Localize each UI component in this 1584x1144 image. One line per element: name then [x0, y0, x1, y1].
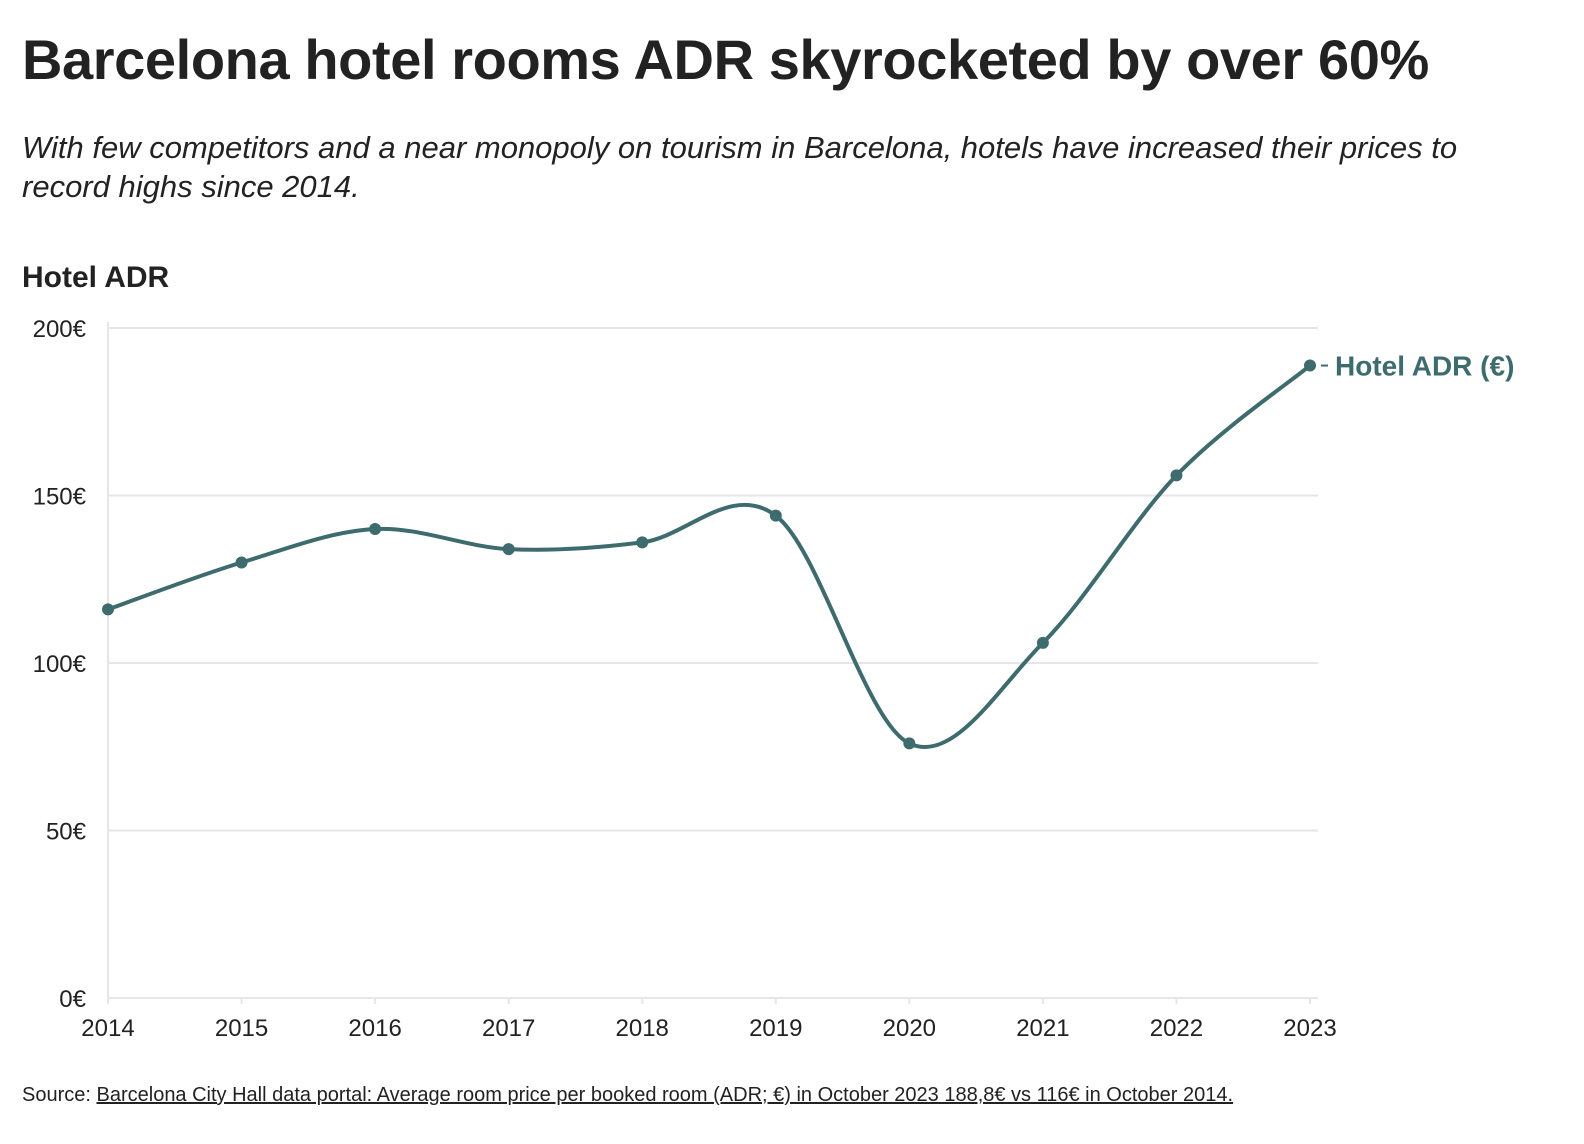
- series-labels: Hotel ADR (€): [1321, 351, 1514, 382]
- data-point: [235, 556, 248, 569]
- x-tick-label: 2019: [749, 1015, 802, 1042]
- source-label: Source:: [22, 1084, 91, 1106]
- y-tick-label: 200€: [33, 316, 87, 343]
- gridlines: [108, 327, 1318, 832]
- series-label: Hotel ADR (€): [1335, 351, 1514, 382]
- source-note: Source: Barcelona City Hall data portal:…: [22, 1082, 1233, 1108]
- page-title: Barcelona hotel rooms ADR skyrocketed by…: [22, 28, 1429, 91]
- source-link[interactable]: Barcelona City Hall data portal: Average…: [96, 1084, 1234, 1106]
- series-line-group: [106, 363, 1312, 749]
- data-point: [102, 603, 114, 616]
- series-points: [102, 359, 1316, 750]
- x-tick-label: 2014: [81, 1015, 134, 1042]
- page-subtitle: With few competitors and a near monopoly…: [22, 130, 1458, 204]
- data-point: [1304, 359, 1316, 372]
- series-line: [106, 363, 1312, 749]
- data-point: [1170, 469, 1183, 482]
- chart-title: Hotel ADR: [22, 261, 170, 294]
- x-tick-label: 2021: [1016, 1015, 1069, 1042]
- x-tick-label: 2016: [348, 1015, 401, 1042]
- y-tick-label: 50€: [46, 819, 87, 846]
- x-tick-label: 2015: [215, 1015, 268, 1042]
- data-point: [769, 509, 782, 522]
- y-tick-label: 100€: [33, 651, 87, 678]
- data-point: [502, 543, 515, 556]
- line-chart: Hotel ADR 0€ 50€ 100€ 150€ 200€ 2014 2015 2016 2…: [22, 261, 1514, 1042]
- y-tick-label: 150€: [33, 484, 87, 511]
- x-tick-label: 2023: [1283, 1015, 1336, 1042]
- data-point: [636, 536, 649, 549]
- data-point: [1036, 636, 1049, 649]
- x-tick-label: 2017: [482, 1015, 535, 1042]
- x-tick-label: 2018: [616, 1015, 669, 1042]
- x-tick-label: 2022: [1150, 1015, 1203, 1042]
- y-tick-label: 0€: [59, 986, 86, 1013]
- axes: 0€ 50€ 100€ 150€ 200€ 2014 2015 2016 2017 2018 201…: [33, 316, 1337, 1042]
- x-tick-label: 2020: [883, 1015, 936, 1042]
- data-point: [369, 523, 382, 535]
- data-point: [903, 737, 916, 750]
